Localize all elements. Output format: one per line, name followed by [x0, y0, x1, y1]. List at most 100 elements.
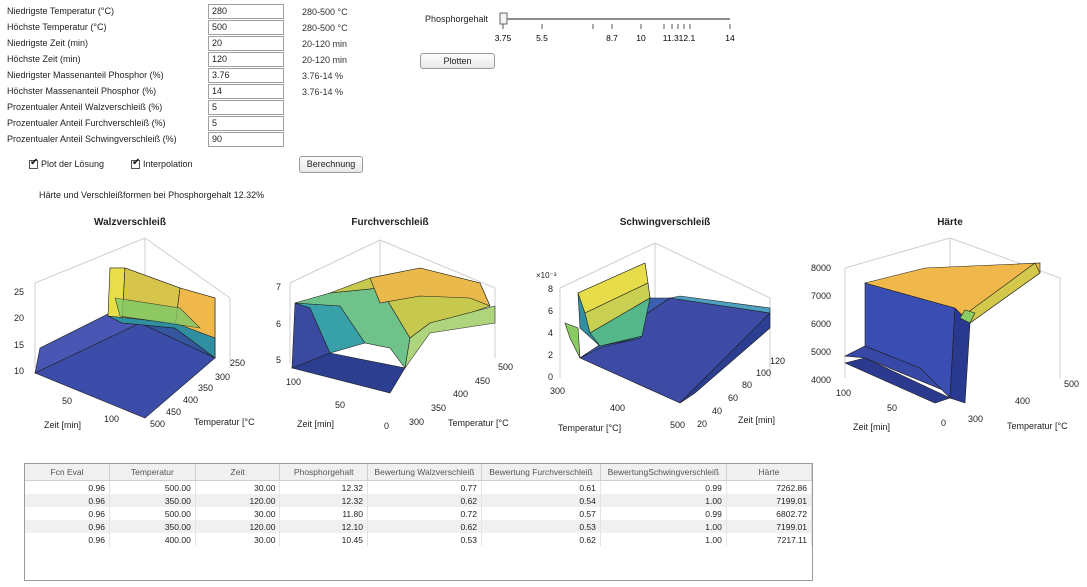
- column-header[interactable]: Fcn Eval: [25, 464, 110, 481]
- plot-solution-box[interactable]: ✔: [29, 156, 39, 169]
- table-cell: 0.96: [25, 480, 110, 494]
- y-tick: 300: [409, 417, 424, 427]
- berechnung-button[interactable]: Berechnung: [299, 156, 363, 173]
- y-tick: 120: [770, 356, 785, 366]
- table-row[interactable]: 0.96 350.00 120.00 12.10 0.62 0.53 1.00 7199…: [25, 520, 813, 533]
- max-time-range: 20-120 min: [302, 55, 348, 65]
- y-tick: 20: [697, 419, 707, 429]
- interpolation-checkbox[interactable]: ✔ Interpolation: [131, 157, 193, 169]
- check-icon: ✔: [30, 156, 39, 168]
- table-cell: 12.32: [279, 480, 368, 494]
- surface-haerte: [843, 262, 1041, 404]
- x-tick: 100: [104, 414, 119, 424]
- table-cell: 350.00: [109, 494, 196, 507]
- table-row[interactable]: 0.96 350.00 120.00 12.32 0.62 0.54 1.00 7199…: [25, 494, 813, 507]
- y-tick: 500: [1064, 379, 1079, 389]
- table-row[interactable]: 0.96 400.00 30.00 10.45 0.53 0.62 1.00 7217.…: [25, 533, 813, 546]
- axes-labels-schwing: 8 6 4 2 0 300 400 500 Temperatur [°C] 20…: [548, 284, 785, 433]
- min-time-input[interactable]: 20: [208, 36, 284, 51]
- axes-labels-haerte: 8000 7000 6000 5000 4000 100 50 0 Zeit […: [811, 263, 1079, 432]
- x-tick: 50: [335, 400, 345, 410]
- table-cell: 0.53: [481, 520, 601, 533]
- table-cell: 0.57: [481, 507, 601, 520]
- param-label-min-phosphor: Niedrigster Massenanteil Phosphor (%): [7, 70, 164, 80]
- phosphor-slider[interactable]: 3.75 5.5 8.7 10 11.312.1 14: [490, 10, 750, 46]
- y-tick: 350: [431, 403, 446, 413]
- slider-label: Phosphorgehalt: [425, 14, 489, 24]
- x-axis-label: Temperatur [°C]: [558, 423, 621, 433]
- plot-solution-checkbox[interactable]: ✔ Plot der Lösung: [29, 156, 105, 169]
- y-tick: 60: [728, 393, 738, 403]
- y-tick: 250: [230, 358, 245, 368]
- schwing-share-input[interactable]: 90: [208, 132, 284, 147]
- table-cell: 0.62: [367, 494, 483, 507]
- slider-thumb[interactable]: [499, 12, 508, 25]
- table-cell: 0.62: [367, 520, 483, 533]
- max-phosphor-input[interactable]: 14: [208, 84, 284, 99]
- y-tick: 80: [742, 380, 752, 390]
- table-cell: 30.00: [195, 533, 281, 546]
- plot-solution-label: Plot der Lösung: [41, 159, 105, 169]
- z-tick: 5: [276, 355, 281, 365]
- table-cell: 0.62: [481, 533, 601, 546]
- z-tick: 6: [276, 319, 281, 329]
- slider-tick-label: 8.7: [606, 33, 618, 43]
- x-tick: 0: [941, 418, 946, 428]
- max-temp-input[interactable]: 500: [208, 20, 284, 35]
- x-axis-label: Zeit [min]: [44, 420, 81, 430]
- z-tick: 10: [14, 366, 24, 376]
- table-row[interactable]: 0.96 500.00 30.00 12.32 0.77 0.61 0.99 7262.…: [25, 480, 813, 494]
- table-cell: 0.96: [25, 533, 110, 546]
- walz-share-input[interactable]: 5: [208, 100, 284, 115]
- z-tick: 4: [548, 328, 553, 338]
- plot-haerte: 8000 7000 6000 5000 4000 100 50 0 Zeit […: [811, 237, 1079, 432]
- column-header[interactable]: Bewertung Walzverschleiß: [367, 464, 483, 481]
- x-tick: 50: [62, 396, 72, 406]
- surface-schwing: [564, 262, 771, 404]
- table-cell: 7217.11: [726, 533, 813, 546]
- table-row[interactable]: 0.96 500.00 30.00 11.80 0.72 0.57 0.99 6802.…: [25, 507, 813, 520]
- column-header[interactable]: Bewertung Furchverschleiß: [481, 464, 601, 481]
- param-label-max-time: Höchste Zeit (min): [7, 54, 81, 64]
- y-tick: 40: [712, 406, 722, 416]
- plot-walz: 25 20 15 10 50 100 Zeit [min] 250 300 35…: [14, 237, 255, 430]
- table-cell: 0.53: [367, 533, 483, 546]
- interpolation-box[interactable]: ✔: [131, 157, 140, 169]
- max-time-input[interactable]: 120: [208, 52, 284, 67]
- plot-title-haerte: Härte: [937, 217, 963, 228]
- x-tick: 0: [384, 421, 389, 431]
- max-phosphor-range: 3.76-14 %: [302, 87, 344, 97]
- column-header[interactable]: BewertungSchwingverschleiß: [600, 464, 727, 481]
- plot-furch: 7 6 5 100 50 0 Zeit [min] 300 350 400 45…: [276, 239, 513, 431]
- table-cell: 500.00: [109, 480, 196, 494]
- results-table[interactable]: Fcn Eval Temperatur Zeit Phosphorgehalt …: [24, 463, 813, 581]
- min-temp-input[interactable]: 280: [208, 4, 284, 19]
- furch-share-input[interactable]: 5: [208, 116, 284, 131]
- column-header[interactable]: Härte: [726, 464, 813, 481]
- table-cell: 0.61: [481, 480, 601, 494]
- column-header[interactable]: Zeit: [195, 464, 281, 481]
- slider-tick-label: 5.5: [536, 33, 548, 43]
- param-label-max-temp: Höchste Temperatur (°C): [7, 22, 107, 32]
- min-phosphor-input[interactable]: 3.76: [208, 68, 284, 83]
- min-phosphor-range: 3.76-14 %: [302, 71, 344, 81]
- y-tick: 400: [453, 389, 468, 399]
- max-temp-range: 280-500 °C: [302, 23, 348, 33]
- z-tick: 0: [548, 372, 553, 382]
- table-cell: 6802.72: [726, 507, 813, 520]
- param-label-schwing-share: Prozentualer Anteil Schwingverschleiß (%…: [7, 134, 177, 144]
- z-tick: 8: [548, 284, 553, 294]
- table-cell: 500.00: [109, 507, 196, 520]
- table-cell: 30.00: [195, 507, 281, 520]
- column-header[interactable]: Phosphorgehalt: [279, 464, 368, 481]
- y-tick: 400: [183, 395, 198, 405]
- z-tick: 7: [276, 282, 281, 292]
- slider-tick-label: 3.75: [495, 33, 512, 43]
- column-header[interactable]: Temperatur: [109, 464, 196, 481]
- param-label-furch-share: Prozentualer Anteil Furchverschleiß (%): [7, 118, 166, 128]
- plotten-button[interactable]: Plotten: [420, 53, 495, 69]
- y-axis-label: Zeit [min]: [738, 415, 775, 425]
- table-cell: 0.99: [600, 507, 727, 520]
- z-tick: 7000: [811, 291, 831, 301]
- axes-labels-walz: 25 20 15 10 50 100 Zeit [min] 250 300 35…: [14, 287, 255, 430]
